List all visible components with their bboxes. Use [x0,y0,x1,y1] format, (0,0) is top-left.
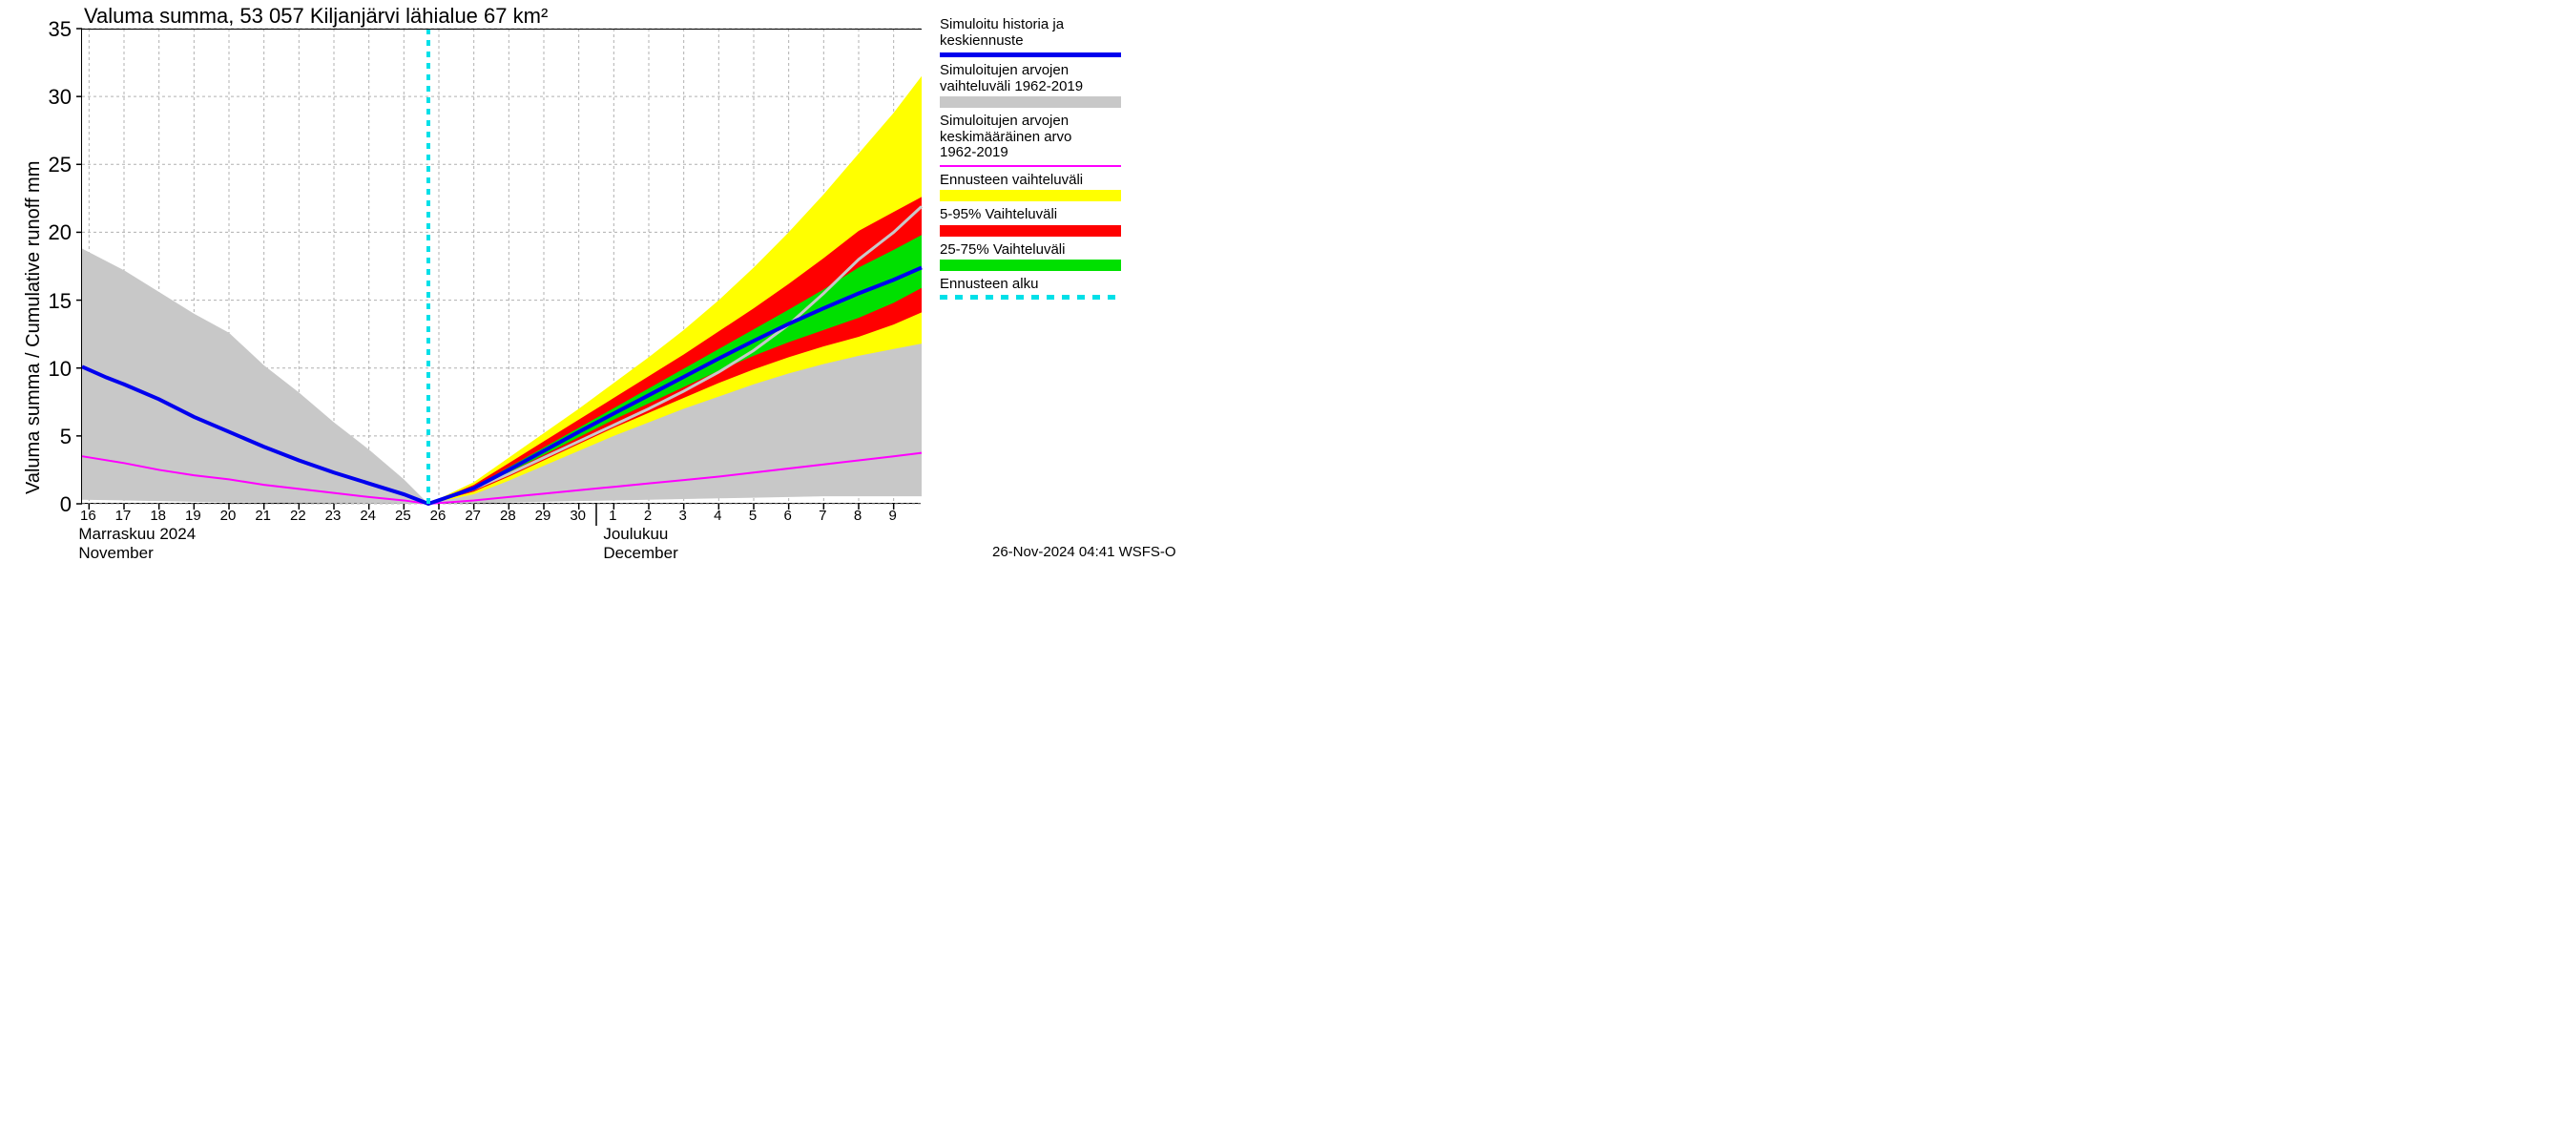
legend-text: 25-75% Vaihteluväli [940,242,1121,259]
legend-text: Ennusteen vaihteluväli [940,173,1121,189]
y-tick-label: 20 [49,220,72,245]
legend-text: 1962-2019 [940,145,1121,161]
y-axis-label: Valuma summa / Cumulative runoff mm [23,161,45,494]
plot-area [81,29,921,504]
x-tick-label: 20 [218,508,238,524]
x-tick-label: 19 [183,508,202,524]
month-label: JoulukuuDecember [603,525,677,563]
x-tick-label: 4 [708,508,727,524]
legend-item: 25-75% Vaihteluväli [940,242,1121,272]
legend-swatch [940,52,1121,57]
legend-text: Simuloitu historia ja [940,17,1121,33]
month-label: Marraskuu 2024November [78,525,196,563]
legend-swatch [940,165,1121,167]
legend-text: vaihteluväli 1962-2019 [940,79,1121,95]
legend-text: 5-95% Vaihteluväli [940,207,1121,223]
x-tick-label: 9 [883,508,903,524]
x-tick-label: 6 [779,508,798,524]
legend-text: Simuloitujen arvojen [940,63,1121,79]
x-tick-label: 29 [533,508,552,524]
x-tick-label: 3 [674,508,693,524]
legend-text: Ennusteen alku [940,277,1121,293]
legend-swatch [940,295,1121,300]
y-tick-label: 25 [49,153,72,177]
x-tick-label: 28 [498,508,517,524]
y-tick-label: 10 [49,357,72,382]
chart-title: Valuma summa, 53 057 Kiljanjärvi lähialu… [84,4,548,29]
legend-swatch [940,190,1121,201]
x-tick-label: 16 [78,508,97,524]
legend-swatch [940,96,1121,108]
x-tick-label: 8 [848,508,867,524]
x-tick-label: 22 [288,508,307,524]
x-tick-label: 26 [428,508,447,524]
y-tick-label: 35 [49,17,72,42]
legend-item: Simuloitu historia jakeskiennuste [940,17,1121,57]
x-tick-label: 7 [813,508,832,524]
x-tick-label: 25 [393,508,412,524]
x-tick-label: 24 [359,508,378,524]
runoff-chart-figure: Valuma summa, 53 057 Kiljanjärvi lähialu… [0,0,1288,572]
legend-text: keskimääräinen arvo [940,130,1121,146]
legend-item: Ennusteen vaihteluväli [940,173,1121,202]
x-tick-label: 30 [569,508,588,524]
x-tick-label: 21 [254,508,273,524]
x-tick-label: 1 [603,508,622,524]
y-tick-label: 0 [60,492,72,517]
y-tick-label: 30 [49,85,72,110]
legend-text: Simuloitujen arvojen [940,114,1121,130]
legend-text: keskiennuste [940,33,1121,50]
legend-swatch [940,225,1121,237]
legend-item: Simuloitujen arvojenkeskimääräinen arvo … [940,114,1121,167]
y-tick-label: 5 [60,425,72,449]
chart-svg [82,29,922,504]
x-tick-label: 5 [743,508,762,524]
legend-item: Simuloitujen arvojenvaihteluväli 1962-20… [940,63,1121,108]
x-tick-label: 18 [149,508,168,524]
legend-swatch [940,260,1121,271]
x-tick-label: 17 [114,508,133,524]
y-tick-label: 15 [49,289,72,314]
x-tick-label: 2 [638,508,657,524]
x-tick-label: 27 [464,508,483,524]
x-tick-label: 23 [323,508,343,524]
legend-item: Ennusteen alku [940,277,1121,300]
legend: Simuloitu historia jakeskiennusteSimuloi… [940,17,1121,305]
render-timestamp: 26-Nov-2024 04:41 WSFS-O [992,544,1176,560]
legend-item: 5-95% Vaihteluväli [940,207,1121,237]
